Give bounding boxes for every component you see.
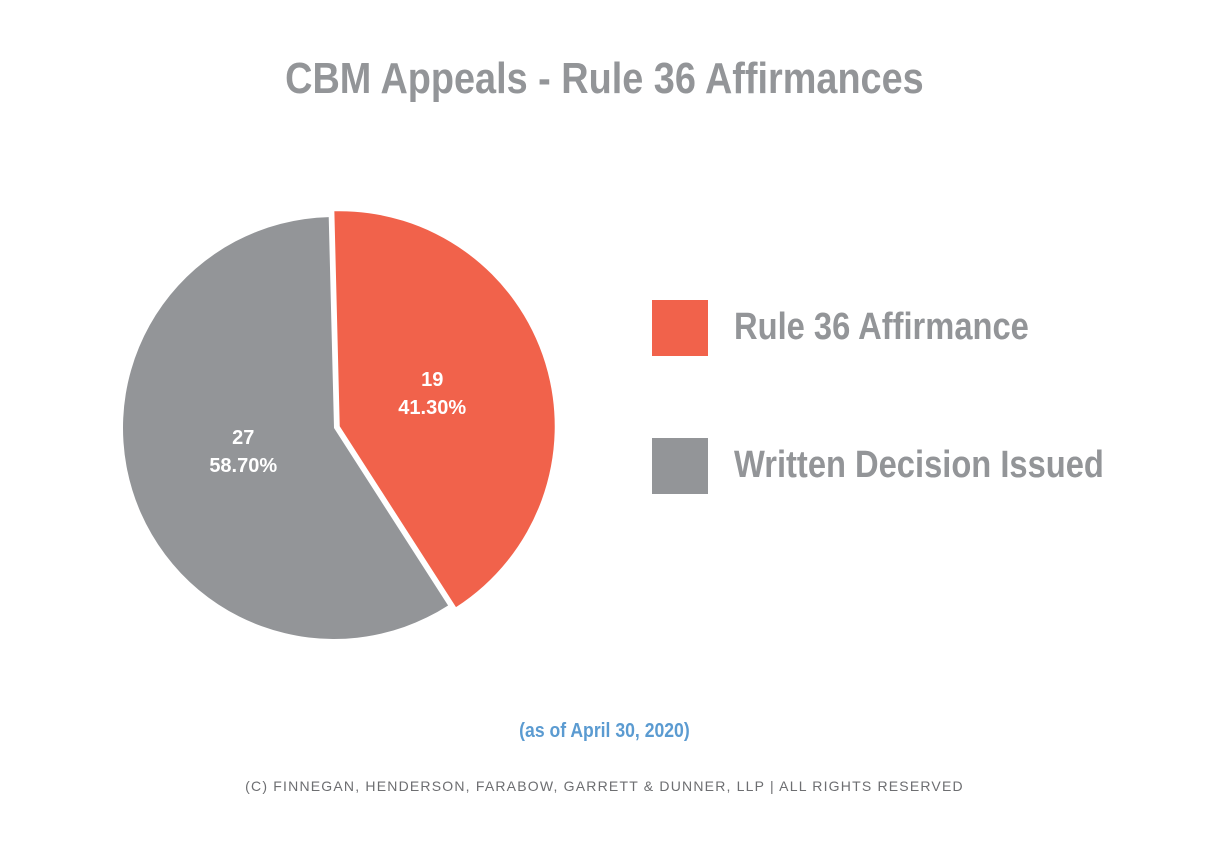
legend-swatch-rule-36-affirmance [652,300,708,356]
legend-item-written-decision-issued: Written Decision Issued [652,438,1172,494]
legend-label-written-decision-issued: Written Decision Issued [734,444,1104,486]
legend-label-rule-36-affirmance: Rule 36 Affirmance [734,306,1029,348]
copyright-footer: (c) finnegan, henderson, farabow, garret… [245,778,964,794]
slice-percent-label-written-decision-issued: 58.70% [209,455,277,477]
chart-title: CBM Appeals - Rule 36 Affirmances [285,54,924,103]
slice-count-label-rule-36-affirmance: 19 [421,369,443,391]
slice-percent-label-rule-36-affirmance: 41.30% [398,397,466,419]
as-of-date-note: (as of April 30, 2020) [519,720,690,742]
pie-slice-rule-36-affirmance [334,211,555,608]
legend-item-rule-36-affirmance: Rule 36 Affirmance [652,300,1172,356]
slice-count-label-written-decision-issued: 27 [232,427,254,449]
legend-swatch-written-decision-issued [652,438,708,494]
pie-slice-written-decision-issued [123,217,449,640]
